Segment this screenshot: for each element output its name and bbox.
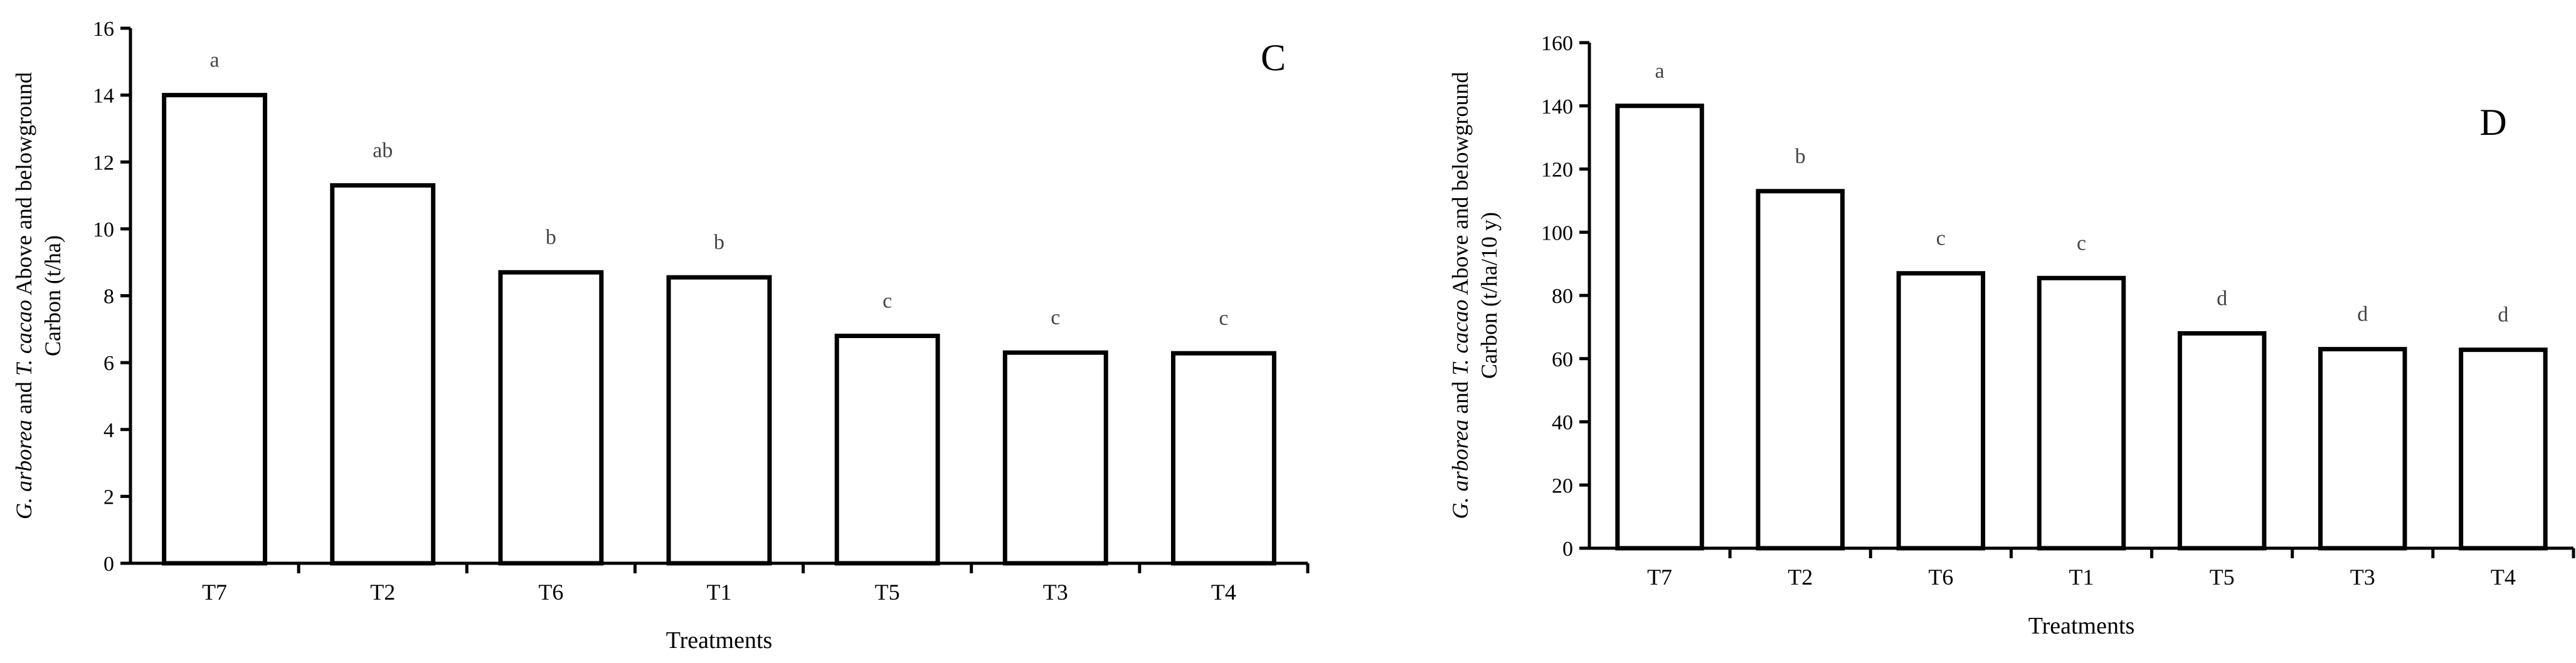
- chart-1-significance-letter: d: [2498, 304, 2508, 327]
- chart-0-bar: [1170, 351, 1276, 566]
- chart-0-bar: [1002, 350, 1108, 566]
- chart-1-y-tick-label: 0: [1562, 538, 1573, 561]
- chart-1-significance-letter: c: [1936, 227, 1946, 250]
- chart-1-y-axis-label-part: and: [1448, 376, 1473, 420]
- chart-1-bar: [2177, 331, 2267, 551]
- chart-d: 0 20 40 60 80 100 120 140 160 T7 a T2 b T6 c T1 c T5 d T3 d T…: [1418, 0, 2576, 660]
- chart-0-category-label: T1: [707, 580, 732, 605]
- chart-1-bar: [1615, 103, 1704, 551]
- chart-0-significance-letter: c: [1051, 306, 1060, 329]
- chart-1-category-label: T6: [1928, 565, 1953, 590]
- chart-1-y-tick-label: 140: [1541, 95, 1573, 119]
- chart-0-y-tick-label: 10: [93, 218, 114, 241]
- chart-0-y-axis-label-line1: G. arborea and T. cacao Above and belowg…: [11, 72, 36, 519]
- chart-0-y-axis-label-part: Above and belowground: [11, 72, 36, 300]
- chart-0-x-axis-label: Treatments: [666, 627, 773, 654]
- chart-0-y-axis-label-line2: Carbon (t/ha): [40, 235, 65, 356]
- chart-0-category-label: T2: [370, 580, 395, 605]
- chart-1-significance-letter: c: [2077, 231, 2086, 255]
- chart-1-y-tick-label: 20: [1552, 474, 1573, 497]
- chart-c: 0 2 4 6 8 10 12 14 16 T7 a T2 ab T6 b T1 b T5 c T3 c T4 c Treat…: [11, 18, 1310, 654]
- chart-0-category-label: T7: [202, 580, 227, 605]
- chart-1-y-tick-label: 120: [1541, 159, 1573, 182]
- chart-0-y-tick-label: 2: [103, 485, 114, 509]
- chart-0-y-tick-label: 12: [93, 151, 114, 174]
- chart-0-y-tick-label: 16: [93, 18, 114, 41]
- chart-0-bar: [498, 270, 604, 566]
- chart-1-category-label: T7: [1647, 565, 1672, 590]
- chart-1-y-tick-label: 40: [1552, 411, 1573, 435]
- chart-1-y-axis-label-line1: G. arborea and T. cacao Above and belowg…: [1448, 72, 1473, 519]
- chart-0-y-axis-label-part: and: [11, 376, 36, 420]
- chart-1-y-axis-label-part: T. cacao: [1448, 299, 1473, 375]
- chart-0-category-label: T4: [1211, 580, 1236, 605]
- chart-0-bar: [834, 333, 940, 566]
- chart-0-panel-label: C: [1261, 37, 1286, 78]
- chart-1-bar: [1756, 189, 1845, 551]
- chart-1-y-tick-label: 60: [1552, 348, 1573, 371]
- chart-0-y-tick-label: 6: [103, 352, 114, 375]
- chart-1-y-axis-label-part: G. arborea: [1448, 420, 1473, 519]
- chart-0-y-tick-label: 14: [93, 85, 114, 108]
- chart-1-category-label: T4: [2491, 565, 2516, 590]
- chart-1-significance-letter: d: [2357, 303, 2368, 326]
- chart-1-bar: [1896, 271, 1986, 551]
- chart-1-y-tick-label: 160: [1541, 32, 1573, 55]
- chart-0-bar: [162, 93, 268, 566]
- chart-1-panel-label: D: [2479, 102, 2506, 143]
- chart-0-significance-letter: b: [714, 231, 724, 254]
- chart-1-bar: [2318, 347, 2407, 551]
- chart-1-y-axis-label-line2: Carbon (t/ha/10 y): [1476, 212, 1502, 379]
- chart-0-significance-letter: ab: [373, 139, 393, 162]
- chart-0-y-axis-label-part: T. cacao: [11, 300, 36, 376]
- chart-1-y-tick-label: 100: [1541, 221, 1573, 245]
- chart-0-y-axis-label-part: G. arborea: [11, 420, 36, 519]
- chart-0-category-label: T3: [1043, 580, 1068, 605]
- chart-1-bar: [2037, 275, 2126, 551]
- chart-1-significance-letter: a: [1655, 60, 1665, 83]
- chart-0-category-label: T6: [538, 580, 563, 605]
- chart-0-category-label: T5: [875, 580, 900, 605]
- chart-c-svg: 0 2 4 6 8 10 12 14 16 T7 a T2 ab T6 b T1 b T5 c T3 c T4 c Treat…: [11, 18, 1310, 654]
- chart-0-significance-letter: a: [210, 49, 220, 72]
- chart-1-bar: [2459, 347, 2548, 551]
- chart-0-bar: [330, 183, 436, 566]
- chart-0-significance-letter: b: [546, 226, 556, 249]
- chart-1-category-label: T2: [1788, 565, 1813, 590]
- chart-1-y-tick-label: 80: [1552, 285, 1573, 308]
- chart-0-bar: [666, 275, 772, 566]
- chart-1-significance-letter: b: [1795, 145, 1806, 168]
- chart-1-x-axis-label: Treatments: [2028, 613, 2135, 639]
- chart-1-category-label: T1: [2069, 565, 2094, 590]
- chart-d-svg: 0 20 40 60 80 100 120 140 160 T7 a T2 b T6 c T1 c T5 d T3 d T…: [1448, 32, 2575, 639]
- chart-0-y-tick-label: 8: [103, 285, 114, 309]
- chart-0-significance-letter: c: [883, 289, 892, 312]
- chart-0-significance-letter: c: [1219, 307, 1228, 330]
- chart-0-y-tick-label: 0: [103, 553, 114, 576]
- chart-1-significance-letter: d: [2217, 287, 2227, 310]
- chart-1-y-axis-label-part: Above and belowground: [1448, 72, 1473, 300]
- chart-0-y-tick-label: 4: [103, 419, 114, 442]
- chart-1-category-label: T5: [2210, 565, 2235, 590]
- chart-1-category-label: T3: [2350, 565, 2375, 590]
